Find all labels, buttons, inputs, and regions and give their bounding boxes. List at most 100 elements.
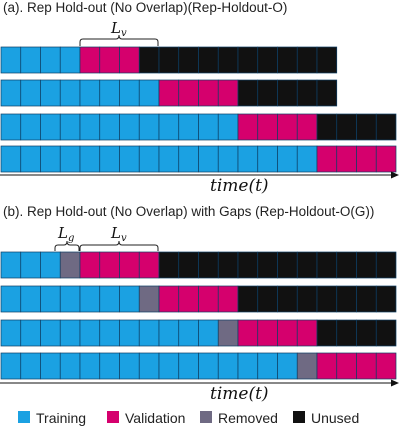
training-cell — [20, 319, 41, 347]
training-cell — [59, 352, 81, 380]
panel-a-row-4 — [0, 145, 397, 173]
unused-cell — [316, 319, 338, 347]
training-cell — [158, 319, 180, 347]
training-cell — [277, 145, 298, 173]
unused-cell — [277, 46, 298, 74]
validation-cell — [217, 79, 239, 107]
removed-cell — [138, 285, 160, 313]
training-cell — [59, 145, 81, 173]
training-cell — [40, 251, 61, 279]
training-cell — [20, 113, 41, 141]
unused-cell — [316, 251, 338, 279]
training-cell — [99, 79, 120, 107]
training-cell — [158, 352, 180, 380]
validation-cell — [277, 319, 298, 347]
training-cell — [20, 352, 41, 380]
removed-cell — [296, 352, 318, 380]
training-cell — [257, 352, 278, 380]
legend-validation-swatch — [107, 411, 119, 423]
panel-a-time-label: time(t) — [210, 176, 269, 196]
unused-cell — [198, 251, 219, 279]
training-cell — [59, 285, 81, 313]
training-cell — [0, 285, 22, 313]
validation-cell — [296, 319, 318, 347]
training-cell — [20, 251, 41, 279]
training-cell — [178, 145, 199, 173]
training-cell — [99, 285, 120, 313]
unused-cell — [356, 251, 377, 279]
panel-a-rows — [0, 46, 397, 173]
unused-cell — [158, 46, 180, 74]
training-cell — [138, 79, 160, 107]
legend-training-swatch — [18, 411, 30, 423]
training-cell — [217, 145, 239, 173]
unused-cell — [296, 46, 318, 74]
training-cell — [79, 285, 101, 313]
training-cell — [20, 285, 41, 313]
unused-cell — [356, 285, 377, 313]
panel-a-brace-label: Lv — [110, 19, 127, 39]
training-cell — [119, 352, 140, 380]
training-cell — [59, 79, 81, 107]
training-cell — [79, 319, 101, 347]
training-cell — [158, 145, 180, 173]
training-cell — [0, 145, 22, 173]
unused-cell — [336, 285, 357, 313]
unused-cell — [237, 46, 259, 74]
training-cell — [0, 352, 22, 380]
training-cell — [0, 46, 22, 74]
legend-validation-label: Validation — [125, 410, 185, 426]
training-cell — [20, 79, 41, 107]
training-cell — [257, 145, 278, 173]
training-cell — [40, 352, 61, 380]
training-cell — [40, 113, 61, 141]
panel-a-title: (a). Rep Hold-out (No Overlap)(Rep-Holdo… — [3, 0, 287, 15]
training-cell — [0, 113, 22, 141]
training-cell — [138, 113, 160, 141]
panel-a-row-1 — [0, 46, 338, 74]
training-cell — [119, 113, 140, 141]
panel-a-row-3 — [0, 113, 397, 141]
validation-cell — [198, 285, 219, 313]
legend: Training Validation Removed Unused — [18, 410, 359, 426]
training-cell — [119, 145, 140, 173]
legend-unused-label: Unused — [311, 410, 359, 426]
unused-cell — [375, 113, 397, 141]
training-cell — [119, 285, 140, 313]
unused-cell — [336, 113, 357, 141]
training-cell — [99, 113, 120, 141]
removed-cell — [217, 319, 239, 347]
validation-cell — [119, 251, 140, 279]
training-cell — [59, 319, 81, 347]
training-cell — [237, 352, 259, 380]
validation-cell — [356, 352, 377, 380]
panel-b-time-arrowhead — [391, 379, 399, 387]
training-cell — [79, 145, 101, 173]
training-cell — [198, 113, 219, 141]
unused-cell — [158, 251, 180, 279]
training-cell — [296, 145, 318, 173]
validation-cell — [237, 113, 259, 141]
panel-b-row-2 — [0, 285, 397, 313]
panel-b-gap-brace-label: Lg — [57, 224, 74, 244]
panel-b-time-label: time(t) — [210, 384, 269, 404]
panel-b-rows — [0, 251, 397, 380]
unused-cell — [257, 251, 278, 279]
unused-cell — [277, 285, 298, 313]
training-cell — [40, 79, 61, 107]
training-cell — [0, 251, 22, 279]
unused-cell — [316, 46, 338, 74]
training-cell — [40, 145, 61, 173]
training-cell — [178, 319, 199, 347]
legend-removed-swatch — [200, 411, 212, 423]
validation-cell — [296, 113, 318, 141]
training-cell — [217, 113, 239, 141]
unused-cell — [375, 319, 397, 347]
training-cell — [198, 319, 219, 347]
training-cell — [198, 352, 219, 380]
validation-cell — [316, 352, 338, 380]
validation-cell — [79, 46, 101, 74]
validation-cell — [178, 285, 199, 313]
training-cell — [20, 145, 41, 173]
